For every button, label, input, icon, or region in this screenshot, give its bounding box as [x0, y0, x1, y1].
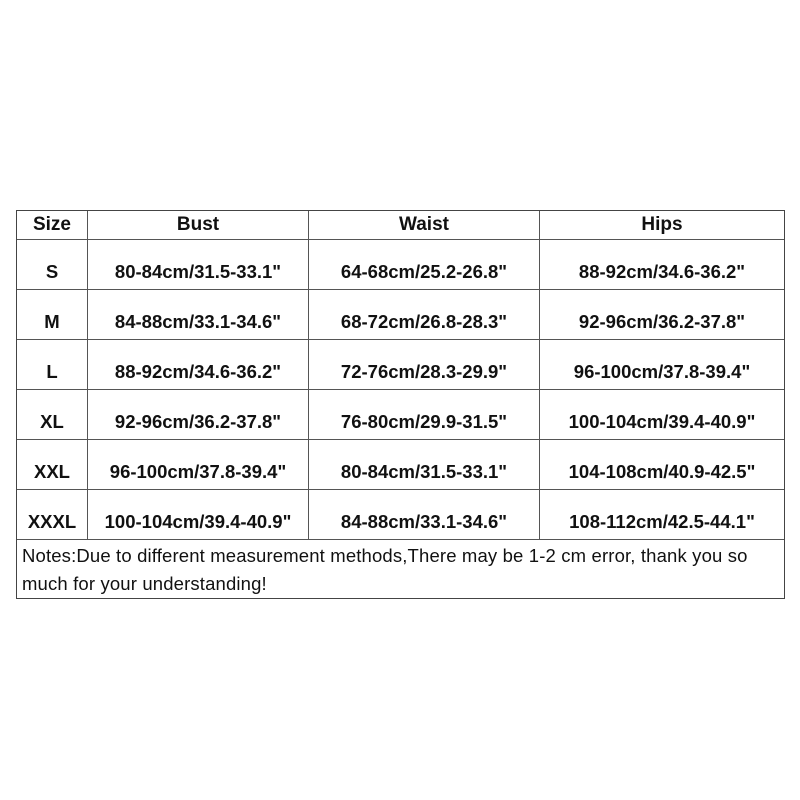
cell-hips: 100-104cm/39.4-40.9" — [568, 411, 756, 432]
cell-hips: 88-92cm/34.6-36.2" — [578, 261, 746, 282]
table-header-row: Size Bust Waist Hips — [17, 211, 784, 240]
cell-hips: 92-96cm/36.2-37.8" — [578, 311, 746, 332]
cell-waist: 76-80cm/29.9-31.5" — [309, 390, 540, 439]
cell-waist: 64-68cm/25.2-26.8" — [309, 240, 540, 289]
size-chart-table: Size Bust Waist Hips S 80-84cm/31.5-33.1"… — [16, 210, 785, 599]
table-row: XL 92-96cm/36.2-37.8" 76-80cm/29.9-31.5" 10… — [17, 390, 784, 440]
cell-size: XL — [17, 390, 88, 439]
cell-bust: 84-88cm/33.1-34.6" — [88, 290, 309, 339]
cell-size: M — [17, 290, 88, 339]
table-row: XXL 96-100cm/37.8-39.4" 80-84cm/31.5-33.1"… — [17, 440, 784, 490]
cell-hips: 108-112cm/42.5-44.1" — [569, 511, 755, 532]
table-row: M 84-88cm/33.1-34.6" 68-72cm/26.8-28.3" 92-… — [17, 290, 784, 340]
table-row: L 88-92cm/34.6-36.2" 72-76cm/28.3-29.9" 96-… — [17, 340, 784, 390]
cell-bust: 80-84cm/31.5-33.1" — [88, 240, 309, 289]
cell-hips: 96-100cm/37.8-39.4" — [573, 361, 751, 382]
cell-bust: 92-96cm/36.2-37.8" — [88, 390, 309, 439]
cell-waist: 84-88cm/33.1-34.6" — [309, 490, 540, 539]
cell-bust: 96-100cm/37.8-39.4" — [88, 440, 309, 489]
header-waist: Waist — [309, 211, 540, 239]
cell-bust: 100-104cm/39.4-40.9" — [88, 490, 309, 539]
table-row: XXXL 100-104cm/39.4-40.9" 84-88cm/33.1-34.… — [17, 490, 784, 540]
header-hips: Hips — [641, 214, 683, 235]
cell-size: L — [17, 340, 88, 389]
header-bust: Bust — [88, 211, 309, 239]
cell-waist: 80-84cm/31.5-33.1" — [309, 440, 540, 489]
cell-size: XXXL — [17, 490, 88, 539]
cell-hips: 104-108cm/40.9-42.5" — [568, 461, 756, 482]
table-row: S 80-84cm/31.5-33.1" 64-68cm/25.2-26.8" 88-… — [17, 240, 784, 290]
cell-waist: 68-72cm/26.8-28.3" — [309, 290, 540, 339]
cell-size: XXL — [17, 440, 88, 489]
cell-size: S — [17, 240, 88, 289]
cell-waist: 72-76cm/28.3-29.9" — [309, 340, 540, 389]
notes-text: Notes:Due to different measurement metho… — [22, 545, 748, 594]
cell-bust: 88-92cm/34.6-36.2" — [88, 340, 309, 389]
header-size: Size — [17, 211, 88, 239]
